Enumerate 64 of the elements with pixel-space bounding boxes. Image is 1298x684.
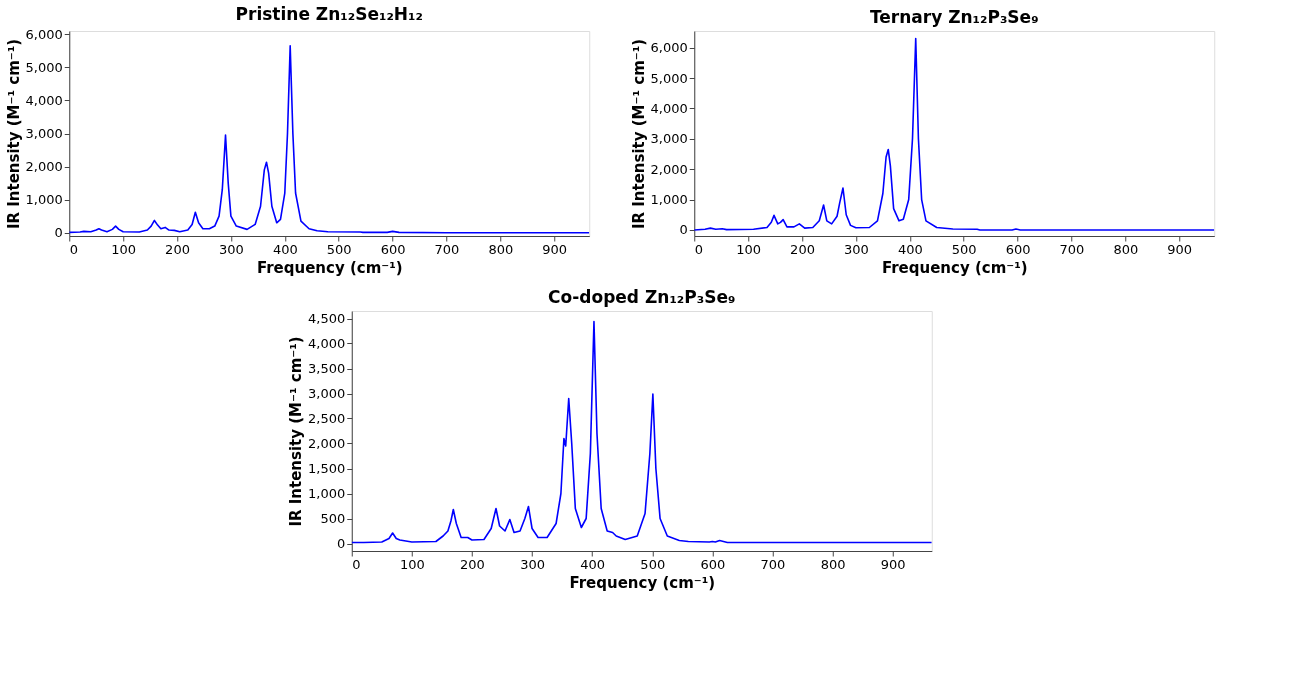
x-tick-label: 100: [111, 241, 137, 257]
y-tick-label: 0: [336, 536, 346, 551]
y-tick-label: 2,000: [650, 161, 688, 177]
y-tick-label: 2,000: [308, 436, 346, 451]
x-tick-label: 800: [488, 241, 514, 257]
y-tick-label: 4,000: [308, 336, 346, 351]
line-series: [351, 320, 932, 544]
x-tick-label: 900: [880, 556, 906, 572]
y-tick-label: 4,500: [308, 311, 346, 326]
y-tick-label: 4,000: [650, 100, 688, 116]
x-tick-label: 600: [700, 556, 726, 572]
y-tick-label: 500: [320, 511, 346, 526]
y-tick-label: 3,000: [25, 126, 63, 141]
chart-title: Ternary Zn₁₂P₃Se₉: [869, 7, 1039, 27]
x-tick-label: 400: [272, 241, 298, 257]
line-series: [694, 37, 1215, 231]
x-tick-label: 700: [1059, 241, 1085, 257]
y-tick-label: 3,000: [308, 386, 346, 401]
y-tick-label: 5,000: [25, 59, 63, 75]
y-tick-label: 4,000: [25, 92, 63, 108]
x-tick-label: 0: [69, 241, 79, 257]
x-tick-label: 100: [736, 241, 762, 257]
y-axis-title: IR Intensity (M⁻¹ cm⁻¹): [629, 38, 648, 230]
x-axis-title: Frequency (cm⁻¹): [881, 258, 1028, 277]
x-tick-label: 800: [1113, 241, 1139, 257]
chart-title: Pristine Zn₁₂Se₁₂H₁₂: [235, 4, 423, 25]
y-tick-label: 6,000: [650, 40, 688, 56]
y-tick-label: 3,500: [308, 361, 346, 376]
x-tick-label: 200: [790, 241, 815, 257]
y-axis-title: IR Intensity (M⁻¹ cm⁻¹): [287, 336, 306, 527]
x-axis-title: Frequency (cm⁻¹): [256, 258, 403, 277]
x-axis-title: Frequency (cm⁻¹): [569, 573, 716, 592]
y-tick-label: 1,000: [25, 192, 63, 208]
x-tick-label: 200: [460, 556, 485, 572]
y-tick-label: 5,000: [650, 70, 688, 86]
x-tick-label: 100: [399, 556, 425, 572]
x-tick-label: 500: [951, 241, 977, 257]
y-tick-label: 6,000: [25, 26, 63, 42]
x-tick-label: 200: [165, 241, 190, 257]
x-tick-label: 600: [1005, 241, 1031, 257]
chart-title: Co-doped Zn₁₂P₃Se₉: [548, 287, 736, 307]
y-tick-label: 2,500: [308, 411, 346, 426]
x-tick-label: 400: [897, 241, 923, 257]
y-tick-label: 1,000: [650, 192, 688, 208]
x-tick-label: 600: [380, 241, 406, 257]
y-axis-title: IR Intensity (M⁻¹ cm⁻¹): [4, 38, 23, 230]
y-tick-label: 3,000: [650, 131, 688, 147]
x-tick-label: 900: [542, 241, 568, 257]
x-tick-label: 400: [580, 556, 606, 572]
y-tick-label: 1,000: [308, 486, 346, 501]
x-tick-label: 0: [694, 241, 704, 257]
x-tick-label: 500: [640, 556, 666, 572]
y-tick-label: 1,500: [308, 461, 346, 476]
y-tick-label: 2,000: [25, 159, 63, 175]
x-tick-label: 900: [1167, 241, 1193, 257]
x-tick-label: 0: [352, 556, 361, 572]
x-tick-label: 700: [760, 556, 786, 572]
x-tick-label: 300: [520, 556, 545, 572]
y-tick-label: 0: [54, 225, 63, 241]
x-tick-label: 300: [218, 241, 244, 257]
x-tick-label: 300: [843, 241, 869, 257]
y-tick-label: 0: [679, 222, 688, 238]
x-tick-label: 800: [820, 556, 846, 572]
x-tick-label: 700: [434, 241, 460, 257]
